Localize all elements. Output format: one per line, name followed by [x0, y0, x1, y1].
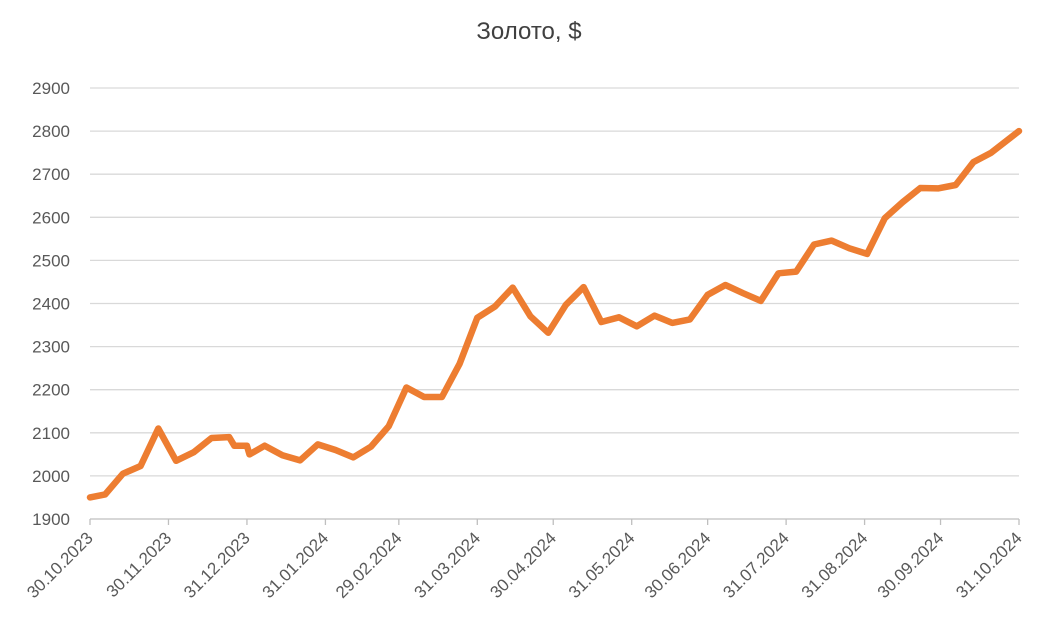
y-tick-label: 2800 [32, 122, 70, 141]
x-tick-label: 31.12.2023 [180, 528, 254, 602]
x-tick-label: 30.11.2023 [103, 528, 176, 601]
y-tick-label: 2400 [32, 295, 70, 314]
x-tick-label: 31.07.2024 [719, 528, 793, 602]
x-tick-label: 31.01.2024 [259, 528, 333, 602]
x-tick-label: 31.05.2024 [565, 528, 639, 602]
series-layer [86, 127, 1023, 501]
y-tick-label: 2700 [32, 165, 70, 184]
y-tick-label: 2500 [32, 251, 70, 270]
x-tick-label: 30.04.2024 [486, 528, 560, 602]
y-tick-label: 2300 [32, 338, 70, 357]
x-tick-label: 31.10.2024 [952, 528, 1026, 602]
y-tick-label: 2900 [32, 79, 70, 98]
gold-price-line [86, 127, 1023, 501]
x-axis: 30.10.2023 30.11.2023 31.12.2023 31.01.2024… [23, 518, 1026, 602]
x-tick-label: 30.09.2024 [874, 528, 948, 602]
x-tick-label: 30.10.2023 [23, 528, 97, 602]
x-tick-label: 31.08.2024 [798, 528, 872, 602]
y-tick-label: 2000 [32, 467, 70, 486]
y-tick-label: 1900 [32, 510, 70, 529]
gridlines [90, 87, 1019, 477]
y-tick-label: 2100 [32, 424, 70, 443]
x-tick-label: 29.02.2024 [332, 528, 406, 602]
x-tick-label: 31.03.2024 [411, 528, 485, 602]
y-axis-ticks: 1900 2000 2100 2200 2300 2400 2500 2600 2700 2800… [32, 79, 70, 529]
chart-title: Золото, $ [476, 18, 582, 45]
y-tick-label: 2600 [32, 208, 70, 227]
x-tick-label: 30.06.2024 [641, 528, 715, 602]
y-tick-label: 2200 [32, 381, 70, 400]
